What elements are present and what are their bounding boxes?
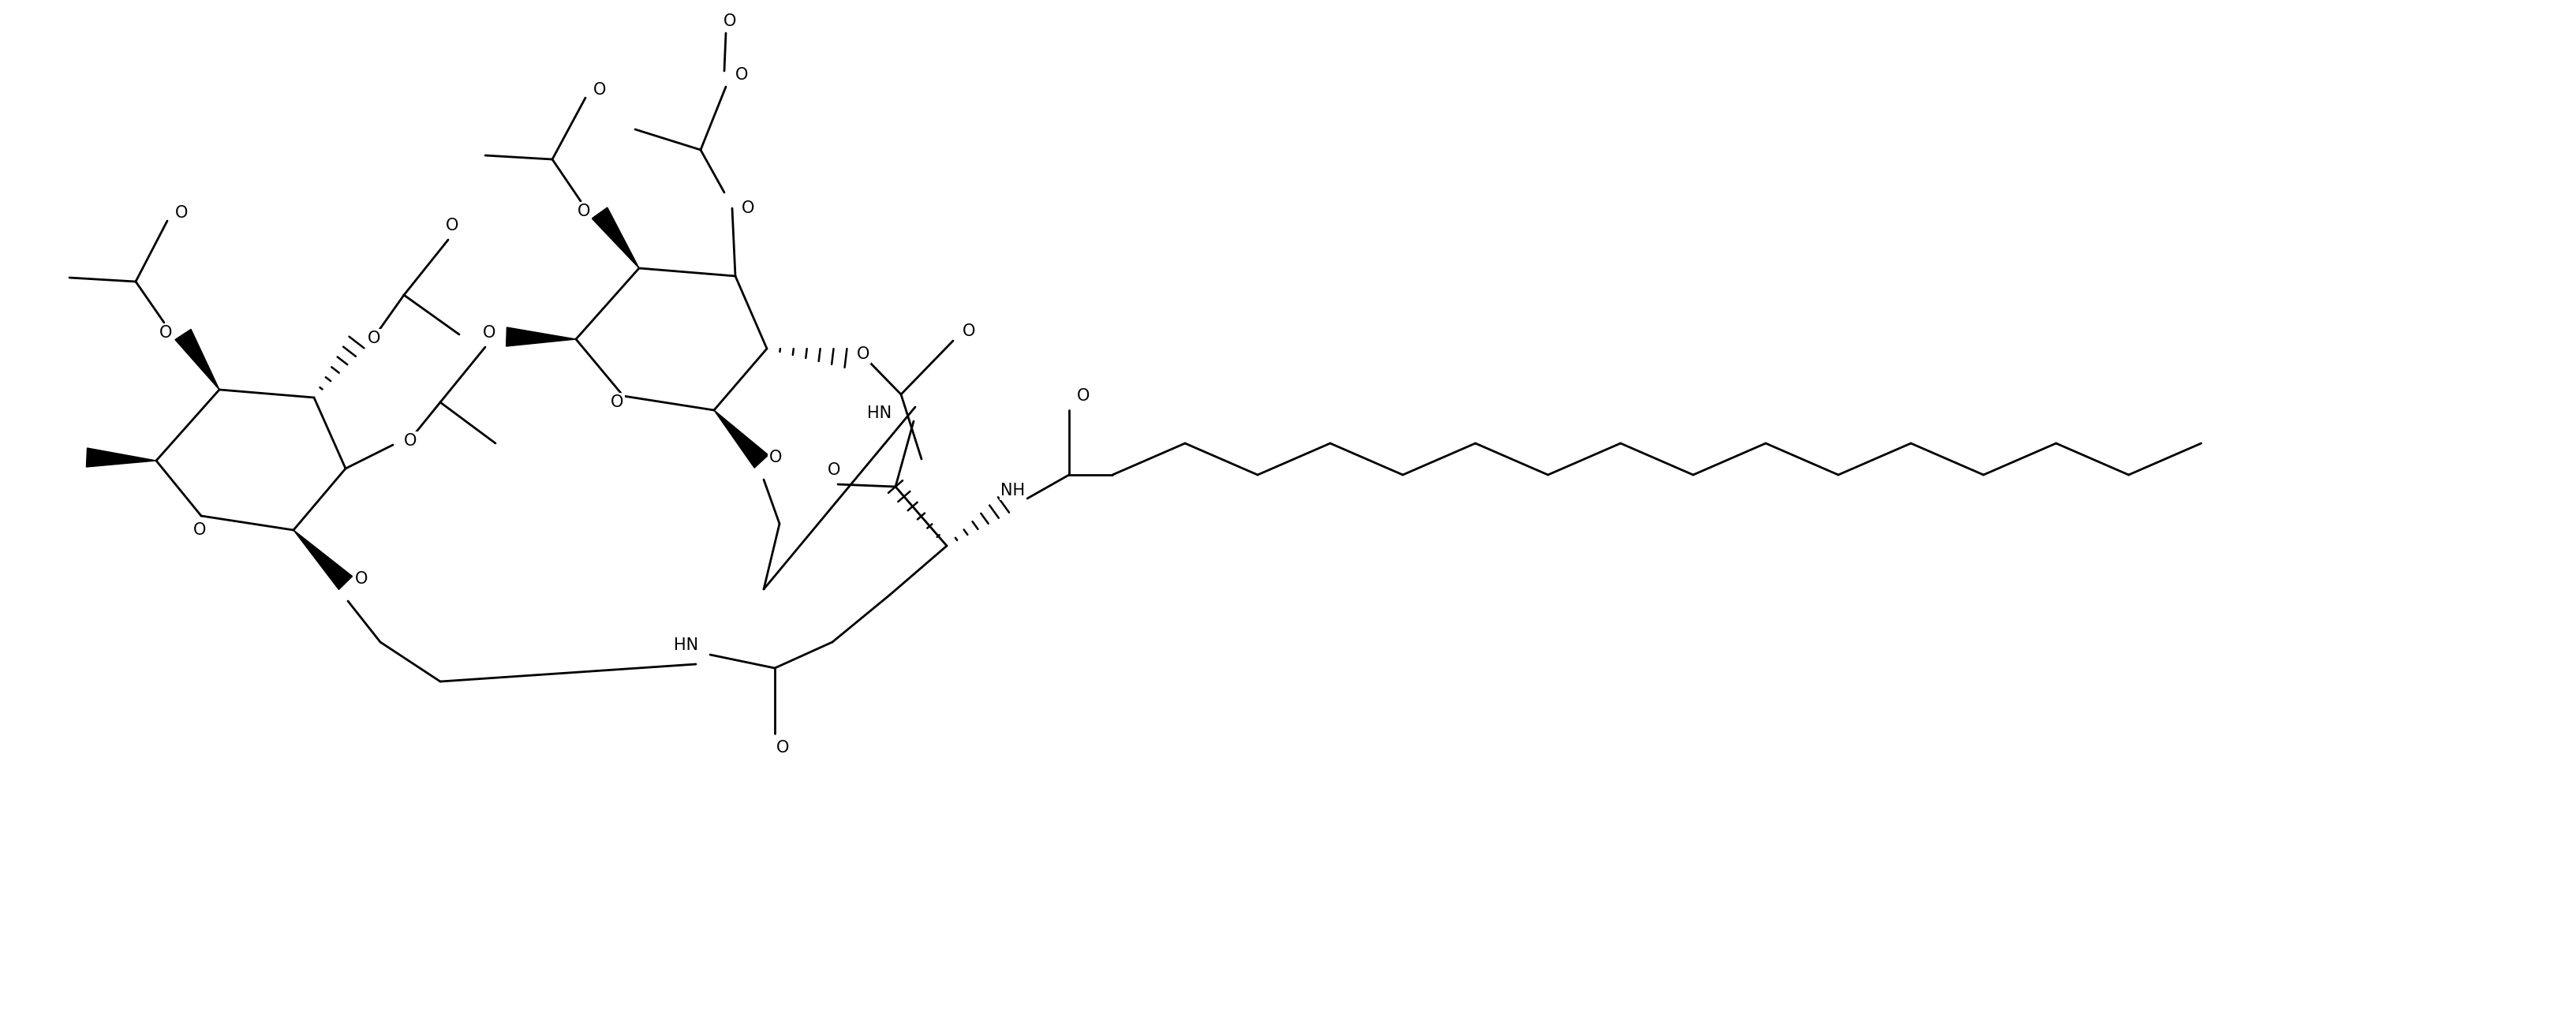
- Text: O: O: [742, 200, 755, 216]
- Polygon shape: [592, 207, 639, 268]
- Text: O: O: [768, 450, 781, 465]
- Text: HN: HN: [866, 406, 891, 421]
- Text: O: O: [404, 433, 417, 449]
- Polygon shape: [175, 330, 219, 389]
- Text: O: O: [1077, 388, 1090, 404]
- Text: O: O: [724, 13, 737, 29]
- Text: O: O: [577, 203, 590, 220]
- Polygon shape: [294, 530, 353, 589]
- Text: NH: NH: [999, 483, 1025, 498]
- Text: O: O: [160, 325, 173, 341]
- Text: O: O: [446, 218, 459, 233]
- Text: O: O: [775, 739, 788, 756]
- Polygon shape: [88, 448, 157, 467]
- Text: O: O: [855, 346, 868, 363]
- Polygon shape: [714, 410, 768, 468]
- Text: O: O: [355, 571, 368, 586]
- Text: O: O: [611, 394, 623, 410]
- Text: O: O: [961, 324, 976, 339]
- Text: O: O: [482, 325, 495, 341]
- Text: O: O: [827, 462, 840, 478]
- Text: O: O: [175, 205, 188, 221]
- Text: O: O: [368, 331, 381, 346]
- Text: O: O: [734, 67, 747, 83]
- Text: O: O: [193, 522, 206, 538]
- Text: O: O: [592, 82, 605, 98]
- Text: HN: HN: [672, 638, 698, 653]
- Polygon shape: [505, 328, 577, 346]
